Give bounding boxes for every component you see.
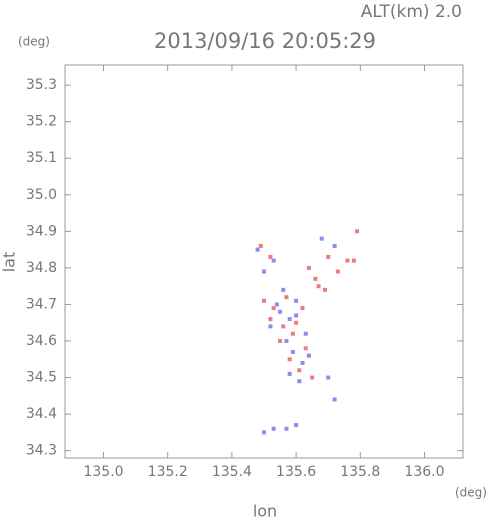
x-tick-label: 135.8: [340, 464, 380, 480]
x-tick-label: 135.2: [148, 464, 188, 480]
echo-point: [326, 254, 331, 259]
echo-point: [345, 258, 350, 263]
echo-point: [306, 265, 311, 270]
echo-point: [332, 243, 337, 248]
echo-point: [271, 426, 276, 431]
plot-frame: [64, 64, 464, 459]
echo-point: [290, 349, 295, 354]
echo-point: [284, 426, 289, 431]
y-tick-label: 35.3: [26, 77, 57, 93]
echo-point: [284, 295, 289, 300]
x-axis-label: lon: [253, 502, 277, 521]
echo-point: [335, 269, 340, 274]
echo-point: [262, 430, 266, 435]
y-tick-label: 34.9: [26, 223, 57, 239]
echo-point: [294, 298, 299, 303]
echo-point: [262, 269, 266, 274]
echo-point: [258, 243, 263, 248]
altitude: ALT(km) 2.0: [361, 2, 462, 22]
echo-point: [297, 368, 302, 373]
echo-point: [284, 339, 289, 344]
echo-point: [278, 339, 283, 344]
echo-point: [322, 287, 327, 292]
y-tick-label: 35.0: [26, 187, 57, 203]
x-tick-label: 136.0: [404, 464, 444, 480]
y-tick-label: 34.3: [26, 443, 57, 459]
echo-point: [326, 375, 331, 380]
x-tick-label: 135.0: [83, 464, 123, 480]
echo-point: [255, 247, 260, 252]
y-tick-label: 35.2: [26, 114, 57, 130]
echo-point: [306, 353, 311, 358]
y-tick-label: 34.5: [26, 370, 57, 386]
echo-point: [287, 317, 292, 322]
echo-point: [303, 331, 308, 336]
echo-point: [290, 331, 295, 336]
chart-title: 2013/09/16 20:05:29: [154, 29, 376, 53]
y-unit: (deg): [18, 35, 50, 49]
echo-point: [319, 236, 324, 241]
echo-point: [287, 371, 292, 376]
echo-point: [274, 302, 279, 307]
y-tick-label: 34.4: [26, 406, 57, 422]
echo-point: [268, 317, 273, 322]
echo-point: [281, 324, 286, 329]
echo-point: [351, 258, 356, 263]
echo-point: [281, 287, 286, 292]
x-tick-label: 135.4: [212, 464, 252, 480]
x-unit: (deg): [455, 486, 487, 500]
echo-point: [316, 284, 321, 289]
y-tick-label: 34.8: [26, 260, 57, 276]
echo-point: [278, 309, 283, 314]
y-axis-label: lat: [0, 252, 19, 273]
echo-point: [294, 423, 299, 428]
echo-point: [355, 229, 360, 234]
x-tick-label: 135.6: [276, 464, 316, 480]
echo-point: [303, 346, 308, 351]
echo-point: [271, 258, 276, 263]
y-tick-label: 35.1: [26, 150, 57, 166]
echo-point: [332, 397, 337, 402]
echo-point: [294, 320, 299, 325]
echo-point: [294, 313, 299, 318]
echo-point: [268, 324, 273, 329]
echo-point: [268, 254, 273, 259]
echo-point: [313, 276, 318, 281]
echo-point: [310, 375, 315, 380]
echo-point: [297, 379, 302, 384]
echo-point: [300, 306, 305, 311]
y-tick-label: 34.6: [26, 333, 57, 349]
echo-point: [287, 357, 292, 362]
echo-point: [300, 360, 305, 365]
echo-point: [262, 298, 266, 303]
y-tick-label: 34.7: [26, 296, 57, 312]
echo-point: [271, 306, 276, 311]
